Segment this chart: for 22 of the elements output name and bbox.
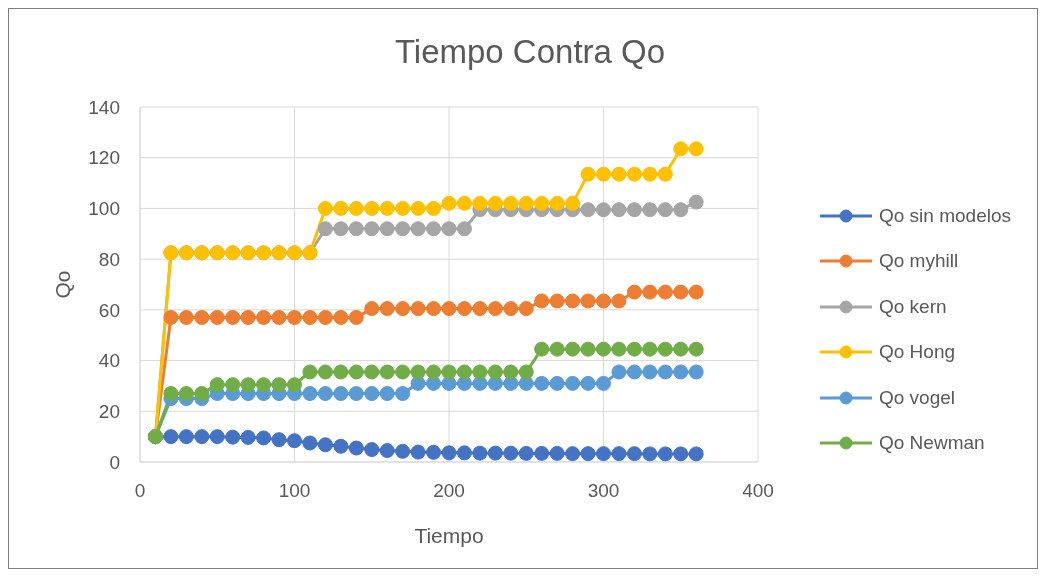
y-tick-label: 60 <box>98 299 120 321</box>
y-axis-title: Qo <box>50 270 74 299</box>
x-tick-label: 300 <box>587 480 620 502</box>
legend-label: Qo Hong <box>879 341 956 364</box>
legend-label: Qo Newman <box>879 432 985 455</box>
x-tick-label: 0 <box>134 480 146 502</box>
chart-title: Tiempo Contra Qo <box>393 33 667 71</box>
y-tick-label: 100 <box>88 198 120 220</box>
y-tick-label: 20 <box>98 401 120 423</box>
y-tick-label: 140 <box>88 96 120 118</box>
legend-label: Qo kern <box>879 295 947 318</box>
y-tick-label: 0 <box>109 451 120 473</box>
y-tick-label: 120 <box>88 147 120 169</box>
legend-label: Qo sin modelos <box>879 204 1012 227</box>
x-tick-label: 100 <box>278 480 311 502</box>
y-tick-label: 80 <box>98 248 120 270</box>
x-axis-title: Tiempo <box>414 523 484 547</box>
x-tick-label: 200 <box>433 480 465 502</box>
legend-label: Qo myhill <box>879 250 959 273</box>
legend-label: Qo vogel <box>879 386 956 409</box>
x-tick-label: 400 <box>742 480 774 502</box>
y-tick-label: 40 <box>98 350 120 372</box>
